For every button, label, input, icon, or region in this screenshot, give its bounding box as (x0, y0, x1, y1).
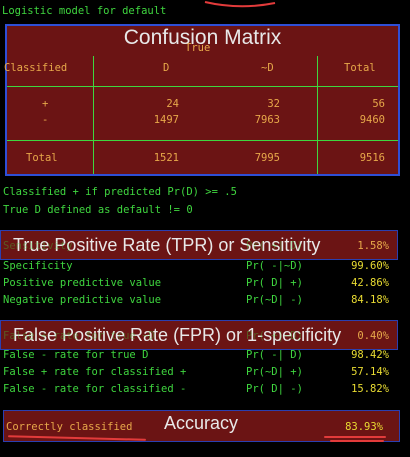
accuracy-value-underline (330, 440, 384, 442)
fpr-overlay-label: False Positive Rate (FPR) or 1-specifici… (13, 325, 342, 345)
cell-plus-total: 56 (372, 98, 385, 110)
col-header-total: Total (344, 62, 376, 74)
grid-line (7, 140, 398, 141)
cell-plus-nd: 32 (267, 98, 280, 110)
fpr-highlight: False Positive Rate (FPR) or 1-specifici… (0, 320, 398, 350)
annotation-scribble (204, 1, 276, 8)
metric-value: 1.58% (357, 240, 389, 252)
grid-line (93, 56, 94, 174)
accuracy-label: Correctly classified (6, 421, 133, 433)
metric-label: Sensitivity (3, 240, 73, 252)
metric-expr: Pr( +|~D) (246, 330, 303, 342)
cell-minus-nd: 7963 (254, 114, 280, 126)
cell-total-d: 1521 (153, 152, 179, 164)
row-label-minus: - (42, 114, 49, 126)
metric-value: 15.82% (351, 383, 389, 395)
metric-expr: Pr(~D| -) (246, 294, 303, 306)
row-label-total: Total (26, 152, 58, 164)
cell-plus-d: 24 (166, 98, 179, 110)
metric-label: False + rate for classified + (3, 366, 187, 378)
metric-value: 42.86% (351, 277, 389, 289)
accuracy-value-underline (324, 436, 386, 438)
metric-expr: Pr( D| -) (246, 383, 303, 395)
metric-value: 99.60% (351, 260, 389, 272)
accuracy-overlay-label: Accuracy (164, 413, 239, 433)
col-header-classified: Classified (4, 62, 68, 74)
metric-value: 98.42% (351, 349, 389, 361)
metric-label: False - rate for true D (3, 349, 149, 361)
metric-value: 57.14% (351, 366, 389, 378)
tpr-highlight: True Positive Rate (TPR) or Sensitivity (0, 230, 398, 260)
row-label-plus: + (42, 98, 49, 110)
metric-expr: Pr( -|~D) (246, 260, 303, 272)
grid-line (7, 86, 398, 87)
model-title: Logistic model for default (2, 5, 167, 17)
metric-expr: Pr(~D| +) (246, 366, 303, 378)
metric-expr: Pr( -| D) (246, 349, 303, 361)
cell-total-nd: 7995 (254, 152, 280, 164)
col-header-nd: ~D (261, 62, 274, 74)
cell-minus-total: 9460 (359, 114, 385, 126)
true-header: True (185, 42, 211, 54)
metric-label: Positive predictive value (3, 277, 162, 289)
metric-label: False - rate for classified - (3, 383, 187, 395)
metric-value: 84.18% (351, 294, 389, 306)
metric-label: Negative predictive value (3, 294, 162, 306)
note-classification-rule: Classified + if predicted Pr(D) >= .5 (3, 186, 237, 198)
cell-minus-d: 1497 (153, 114, 179, 126)
confusion-matrix-label: Confusion Matrix (123, 26, 282, 49)
cell-total-total: 9516 (359, 152, 385, 164)
grid-line (317, 56, 318, 174)
metric-expr: Pr( +| D) (246, 240, 303, 252)
confusion-matrix: True Confusion Matrix Classified D ~D To… (4, 24, 400, 176)
col-header-d: D (163, 62, 170, 74)
note-true-definition: True D defined as default != 0 (3, 204, 193, 216)
accuracy-value: 83.93% (345, 421, 383, 433)
metric-label: Specificity (3, 260, 73, 272)
metric-value: 0.40% (357, 330, 389, 342)
metric-expr: Pr( D| +) (246, 277, 303, 289)
tpr-overlay-label: True Positive Rate (TPR) or Sensitivity (13, 235, 321, 255)
metric-label: False + rate for true ~D (3, 330, 155, 342)
